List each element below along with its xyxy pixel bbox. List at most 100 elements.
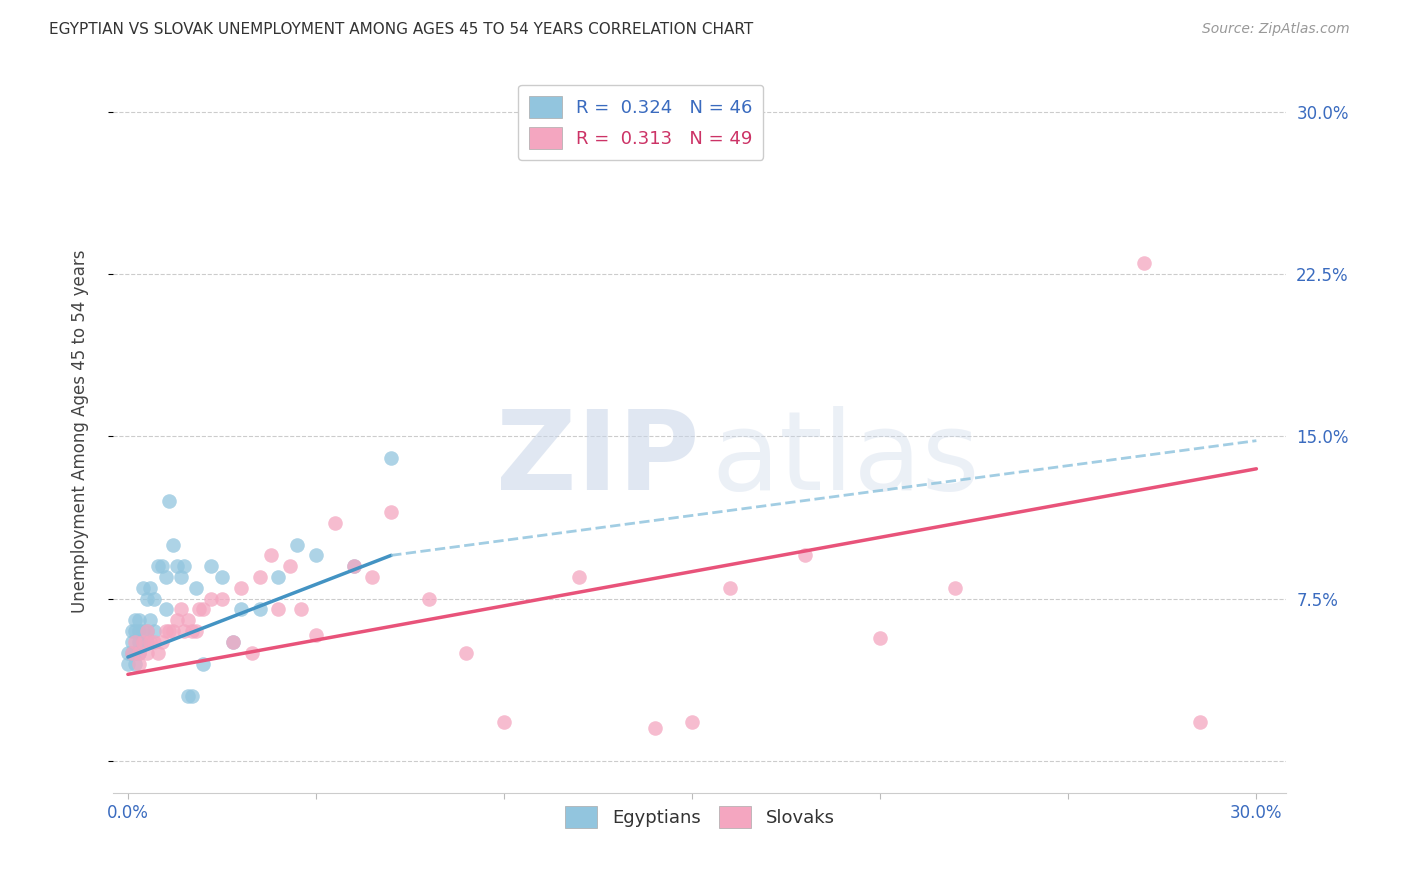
Point — [240, 646, 263, 660]
Point — [718, 581, 741, 595]
Point — [150, 635, 173, 649]
Point — [249, 602, 271, 616]
Point — [135, 635, 157, 649]
Y-axis label: Unemployment Among Ages 45 to 54 years: Unemployment Among Ages 45 to 54 years — [72, 249, 89, 613]
Point — [177, 689, 200, 703]
Point — [456, 646, 478, 660]
Point — [180, 624, 202, 638]
Point — [267, 602, 290, 616]
Point — [162, 537, 184, 551]
Point — [380, 450, 402, 465]
Point — [135, 624, 157, 638]
Point — [143, 635, 166, 649]
Point — [135, 646, 157, 660]
Point — [173, 559, 195, 574]
Point — [290, 602, 312, 616]
Point — [143, 624, 166, 638]
Point — [380, 505, 402, 519]
Point — [285, 537, 308, 551]
Point — [124, 624, 146, 638]
Point — [124, 646, 146, 660]
Text: EGYPTIAN VS SLOVAK UNEMPLOYMENT AMONG AGES 45 TO 54 YEARS CORRELATION CHART: EGYPTIAN VS SLOVAK UNEMPLOYMENT AMONG AG… — [49, 22, 754, 37]
Point — [139, 581, 162, 595]
Point — [305, 628, 328, 642]
Point — [162, 624, 184, 638]
Text: ZIP: ZIP — [496, 407, 700, 514]
Point — [1132, 256, 1154, 270]
Point — [200, 591, 222, 606]
Point — [135, 624, 157, 638]
Point — [945, 581, 967, 595]
Point — [128, 646, 150, 660]
Point — [150, 559, 173, 574]
Point — [222, 635, 245, 649]
Point — [169, 570, 191, 584]
Point — [121, 635, 143, 649]
Point — [139, 613, 162, 627]
Point — [132, 624, 155, 638]
Point — [184, 581, 207, 595]
Point — [494, 714, 516, 729]
Point — [128, 657, 150, 671]
Point — [128, 613, 150, 627]
Point — [132, 581, 155, 595]
Point — [128, 646, 150, 660]
Point — [229, 602, 252, 616]
Point — [177, 613, 200, 627]
Point — [305, 549, 328, 563]
Point — [568, 570, 591, 584]
Point — [342, 559, 364, 574]
Point — [121, 624, 143, 638]
Point — [249, 570, 271, 584]
Point — [146, 559, 169, 574]
Point — [681, 714, 703, 729]
Point — [155, 624, 177, 638]
Point — [157, 494, 180, 508]
Point — [128, 624, 150, 638]
Point — [1188, 714, 1211, 729]
Point — [267, 570, 290, 584]
Point — [211, 570, 233, 584]
Point — [121, 646, 143, 660]
Point — [323, 516, 346, 530]
Point — [188, 602, 211, 616]
Point — [418, 591, 440, 606]
Point — [211, 591, 233, 606]
Point — [229, 581, 252, 595]
Text: Source: ZipAtlas.com: Source: ZipAtlas.com — [1202, 22, 1350, 37]
Point — [200, 559, 222, 574]
Point — [260, 549, 283, 563]
Point — [166, 613, 188, 627]
Point — [132, 635, 155, 649]
Point — [342, 559, 364, 574]
Point — [117, 657, 139, 671]
Point — [169, 602, 191, 616]
Text: atlas: atlas — [711, 407, 980, 514]
Point — [124, 613, 146, 627]
Point — [191, 602, 214, 616]
Point — [128, 635, 150, 649]
Point — [121, 646, 143, 660]
Point — [124, 657, 146, 671]
Point — [146, 646, 169, 660]
Point — [361, 570, 384, 584]
Point — [180, 689, 202, 703]
Point — [794, 549, 817, 563]
Point — [139, 635, 162, 649]
Point — [155, 570, 177, 584]
Point — [222, 635, 245, 649]
Point — [644, 722, 666, 736]
Point — [155, 602, 177, 616]
Point — [166, 559, 188, 574]
Point — [132, 635, 155, 649]
Point — [173, 624, 195, 638]
Point — [278, 559, 301, 574]
Point — [124, 635, 146, 649]
Point — [157, 624, 180, 638]
Point — [143, 591, 166, 606]
Point — [191, 657, 214, 671]
Point — [117, 646, 139, 660]
Point — [135, 591, 157, 606]
Point — [869, 631, 891, 645]
Legend: Egyptians, Slovaks: Egyptians, Slovaks — [558, 798, 842, 835]
